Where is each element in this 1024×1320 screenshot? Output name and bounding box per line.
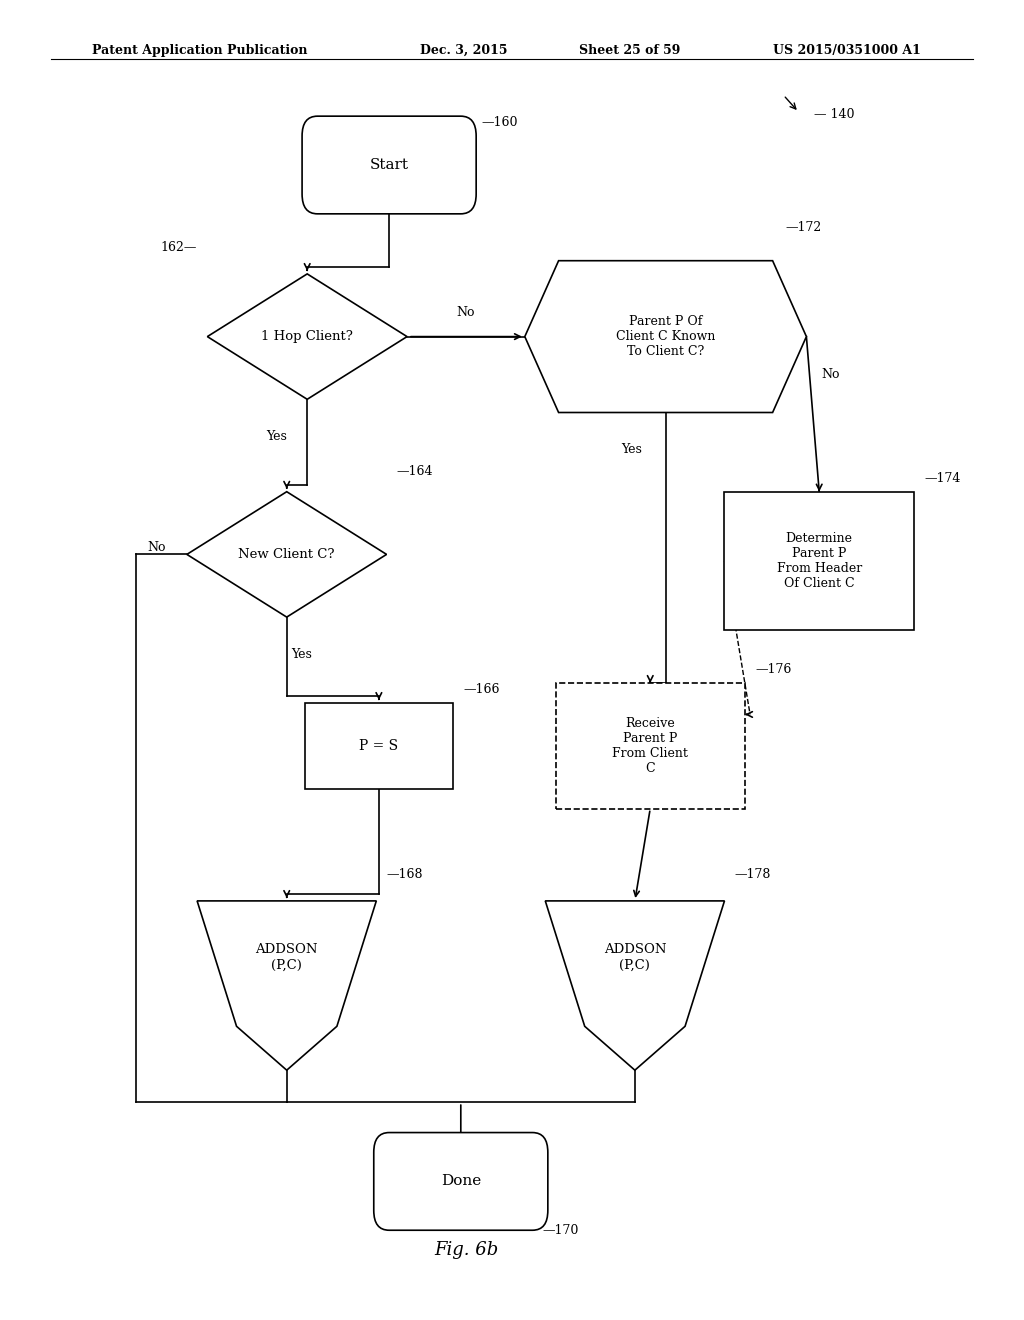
Text: Done: Done [440, 1175, 481, 1188]
Text: P = S: P = S [359, 739, 398, 752]
Text: Yes: Yes [266, 430, 287, 442]
Text: —170: —170 [543, 1224, 580, 1237]
Text: Receive
Parent P
From Client
C: Receive Parent P From Client C [612, 717, 688, 775]
Polygon shape [198, 900, 377, 1071]
Text: Patent Application Publication: Patent Application Publication [92, 44, 307, 57]
Text: —178: —178 [735, 869, 771, 880]
Text: No: No [457, 306, 475, 319]
FancyBboxPatch shape [302, 116, 476, 214]
Polygon shape [545, 900, 725, 1071]
Text: —160: —160 [481, 116, 518, 129]
Text: New Client C?: New Client C? [239, 548, 335, 561]
Text: Determine
Parent P
From Header
Of Client C: Determine Parent P From Header Of Client… [776, 532, 862, 590]
Text: —164: —164 [397, 466, 433, 478]
Text: No: No [822, 368, 841, 381]
Text: ADDSON
(P,C): ADDSON (P,C) [255, 944, 318, 972]
Text: US 2015/0351000 A1: US 2015/0351000 A1 [773, 44, 921, 57]
Text: —172: —172 [786, 222, 822, 234]
Bar [305, 704, 453, 789]
Text: Sheet 25 of 59: Sheet 25 of 59 [579, 44, 680, 57]
Text: —176: —176 [756, 664, 792, 676]
Text: 1 Hop Client?: 1 Hop Client? [261, 330, 353, 343]
Text: ADDSON
(P,C): ADDSON (P,C) [603, 944, 667, 972]
Polygon shape [524, 261, 807, 412]
Bar [725, 492, 914, 631]
Text: Start: Start [370, 158, 409, 172]
Text: Parent P Of
Client C Known
To Client C?: Parent P Of Client C Known To Client C? [615, 315, 716, 358]
Polygon shape [187, 492, 387, 618]
Text: 162—: 162— [161, 242, 197, 253]
Bar [555, 682, 745, 808]
Text: —168: —168 [387, 869, 423, 880]
Text: —174: —174 [925, 473, 961, 484]
Text: —166: —166 [463, 684, 500, 696]
Text: No: No [146, 541, 166, 554]
FancyBboxPatch shape [374, 1133, 548, 1230]
Text: Yes: Yes [622, 444, 642, 455]
Text: — 140: — 140 [814, 108, 855, 121]
Text: Yes: Yes [292, 648, 312, 660]
Polygon shape [207, 275, 407, 399]
Text: Dec. 3, 2015: Dec. 3, 2015 [420, 44, 507, 57]
Text: Fig. 6b: Fig. 6b [434, 1241, 498, 1259]
